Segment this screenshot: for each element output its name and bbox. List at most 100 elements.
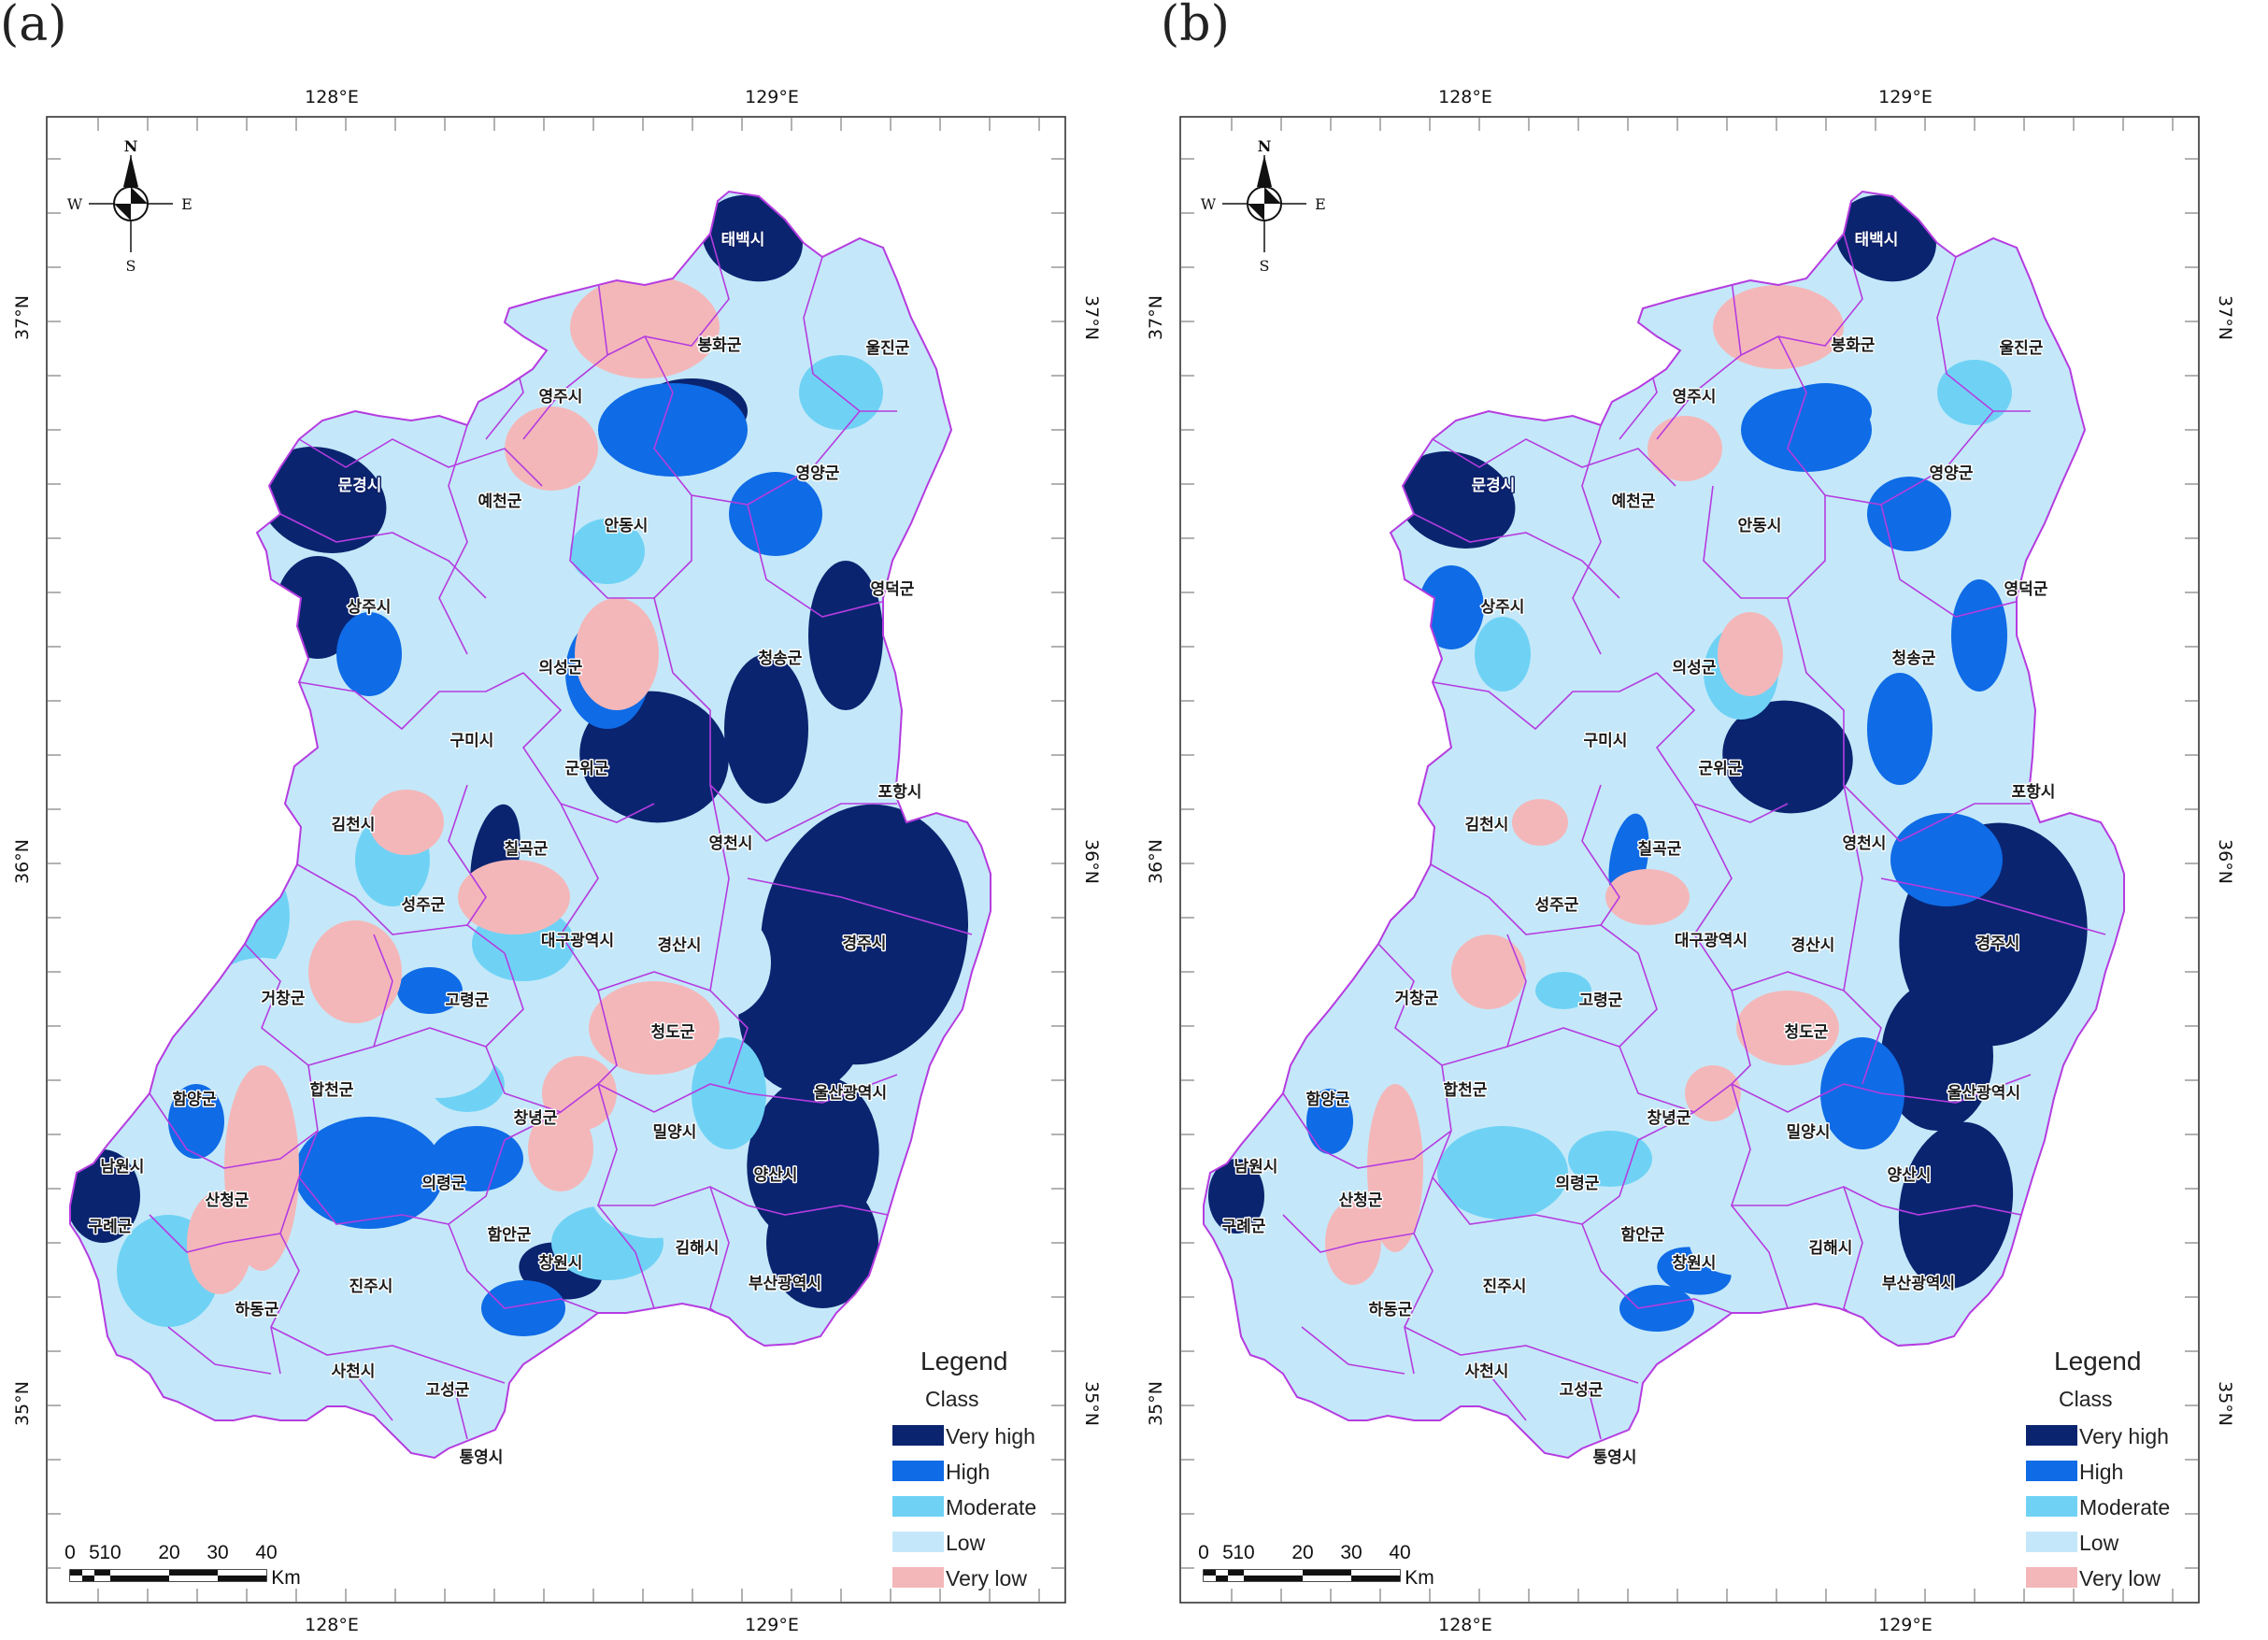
legend-label: High (2079, 1460, 2123, 1484)
legend-swatch (2026, 1567, 2077, 1588)
district-boundary (596, 990, 749, 1113)
class-patch (201, 958, 322, 1061)
lat-label-right: 35°N (1081, 1381, 1102, 1426)
region-label: 청도군 (1785, 1022, 1829, 1042)
region-label: 의령군 (422, 1174, 466, 1193)
susceptibility-map (70, 192, 991, 1458)
district-boundary (1936, 256, 2031, 412)
scale-tick-label: 0 (64, 1542, 76, 1563)
region-label: 예천군 (478, 492, 522, 511)
scale-tick-label: 40 (255, 1542, 277, 1563)
region-label: 문경시 (338, 477, 382, 495)
district-boundary (596, 1083, 749, 1206)
region-label: 성주군 (1535, 896, 1579, 915)
legend-swatch (892, 1567, 944, 1588)
lat-label-right: 36°N (1081, 839, 1102, 884)
class-patch (509, 991, 603, 1065)
class-patch (570, 276, 720, 378)
district-boundary (1301, 1326, 1405, 1375)
district-boundary (279, 513, 487, 599)
class-patch (1241, 986, 1306, 1051)
graticule-ticks (1180, 117, 2199, 1603)
lon-label-top: 129°E (1878, 87, 1933, 107)
region-label: 남원시 (101, 1158, 145, 1177)
region-label: 의령군 (1556, 1174, 1600, 1193)
class-patch (1718, 612, 1783, 696)
legend-label: Very low (946, 1566, 1027, 1590)
region-label: 부산광역시 (749, 1275, 821, 1293)
class-patch (355, 692, 430, 785)
region-label: 창원시 (1673, 1254, 1717, 1273)
region-label: 김천시 (1465, 816, 1509, 834)
legend-swatch (892, 1461, 944, 1481)
region-label: 경주시 (843, 934, 887, 953)
region-label: 영덕군 (2004, 580, 2048, 599)
legend-label: Moderate (2079, 1495, 2170, 1519)
compass-icon: N S E W (1201, 137, 1326, 275)
region-label: 영주시 (539, 388, 583, 406)
class-patch (729, 472, 822, 556)
district-boundary (1581, 1111, 1695, 1225)
class-patch (528, 1107, 593, 1191)
region-label: 거창군 (1395, 990, 1439, 1008)
class-patch (1951, 579, 2007, 692)
legend: Legend Class Very high High Moderate Low Very … (2026, 1347, 2170, 1590)
scale-unit: Km (1405, 1567, 1434, 1589)
region-label: 경산시 (658, 936, 702, 955)
legend-swatch (892, 1532, 944, 1552)
region-label: 양산시 (1888, 1166, 1932, 1185)
region-label: 하동군 (235, 1301, 279, 1319)
legend-label: Moderate (946, 1495, 1036, 1519)
district-boundary (149, 1092, 319, 1169)
class-patch (1648, 995, 1732, 1061)
district-boundary (1703, 485, 1826, 599)
district-boundary (1506, 934, 1527, 1048)
map-panel-a: 128°E 129°E 128°E 129°E 37°N 36°N 35°N 37°N 36°N… (12, 87, 1102, 1635)
class-patch (294, 1117, 444, 1229)
class-patch (1741, 388, 1872, 472)
region-label: 부산광역시 (1882, 1275, 1955, 1293)
district-boundary (149, 1214, 281, 1253)
region-label: 칠곡군 (1638, 839, 1682, 859)
region-label: 하동군 (1369, 1301, 1413, 1319)
lat-label-left: 36°N (1146, 839, 1166, 884)
class-patch (1898, 1121, 2014, 1290)
class-patch (589, 981, 720, 1075)
class-patch (724, 654, 808, 804)
province-outline (1203, 190, 2125, 1460)
lat-label-right: 36°N (2215, 839, 2235, 884)
class-patch (1325, 1201, 1381, 1285)
class-patch (1881, 981, 1993, 1131)
region-label: 안동시 (605, 517, 649, 535)
district-boundary (803, 256, 897, 412)
region-label: 통영시 (460, 1448, 504, 1467)
class-patch (1727, 1140, 1848, 1234)
region-label: 산청군 (206, 1191, 250, 1210)
scale-tick-label: 30 (1340, 1542, 1362, 1563)
district-boundary (709, 784, 749, 1085)
class-patch (668, 906, 771, 1019)
region-label: 사천시 (332, 1362, 376, 1381)
panel-a-letter: (a) (0, 0, 67, 52)
district-boundary (448, 784, 487, 926)
district-boundary (1655, 672, 1789, 823)
class-patch (1437, 1126, 1568, 1219)
region-label: 군위군 (565, 760, 609, 778)
region-label: 함안군 (1621, 1225, 1665, 1245)
district-boundary (270, 1177, 300, 1375)
region-label: 예천군 (1612, 492, 1656, 511)
legend-swatch (2026, 1461, 2077, 1481)
class-patch (570, 519, 645, 584)
district-boundary (452, 1382, 468, 1440)
district-boundary (485, 952, 599, 1113)
district-boundary (1880, 504, 2032, 618)
scale-tick-label: 10 (1233, 1542, 1254, 1563)
region-label: 함양군 (173, 1090, 217, 1109)
class-patch (505, 406, 598, 491)
class-patch (397, 967, 463, 1014)
district-boundary (448, 1111, 562, 1225)
class-patch (168, 1084, 224, 1159)
lon-label-bottom: 128°E (305, 1615, 359, 1635)
district-boundary (747, 504, 898, 618)
